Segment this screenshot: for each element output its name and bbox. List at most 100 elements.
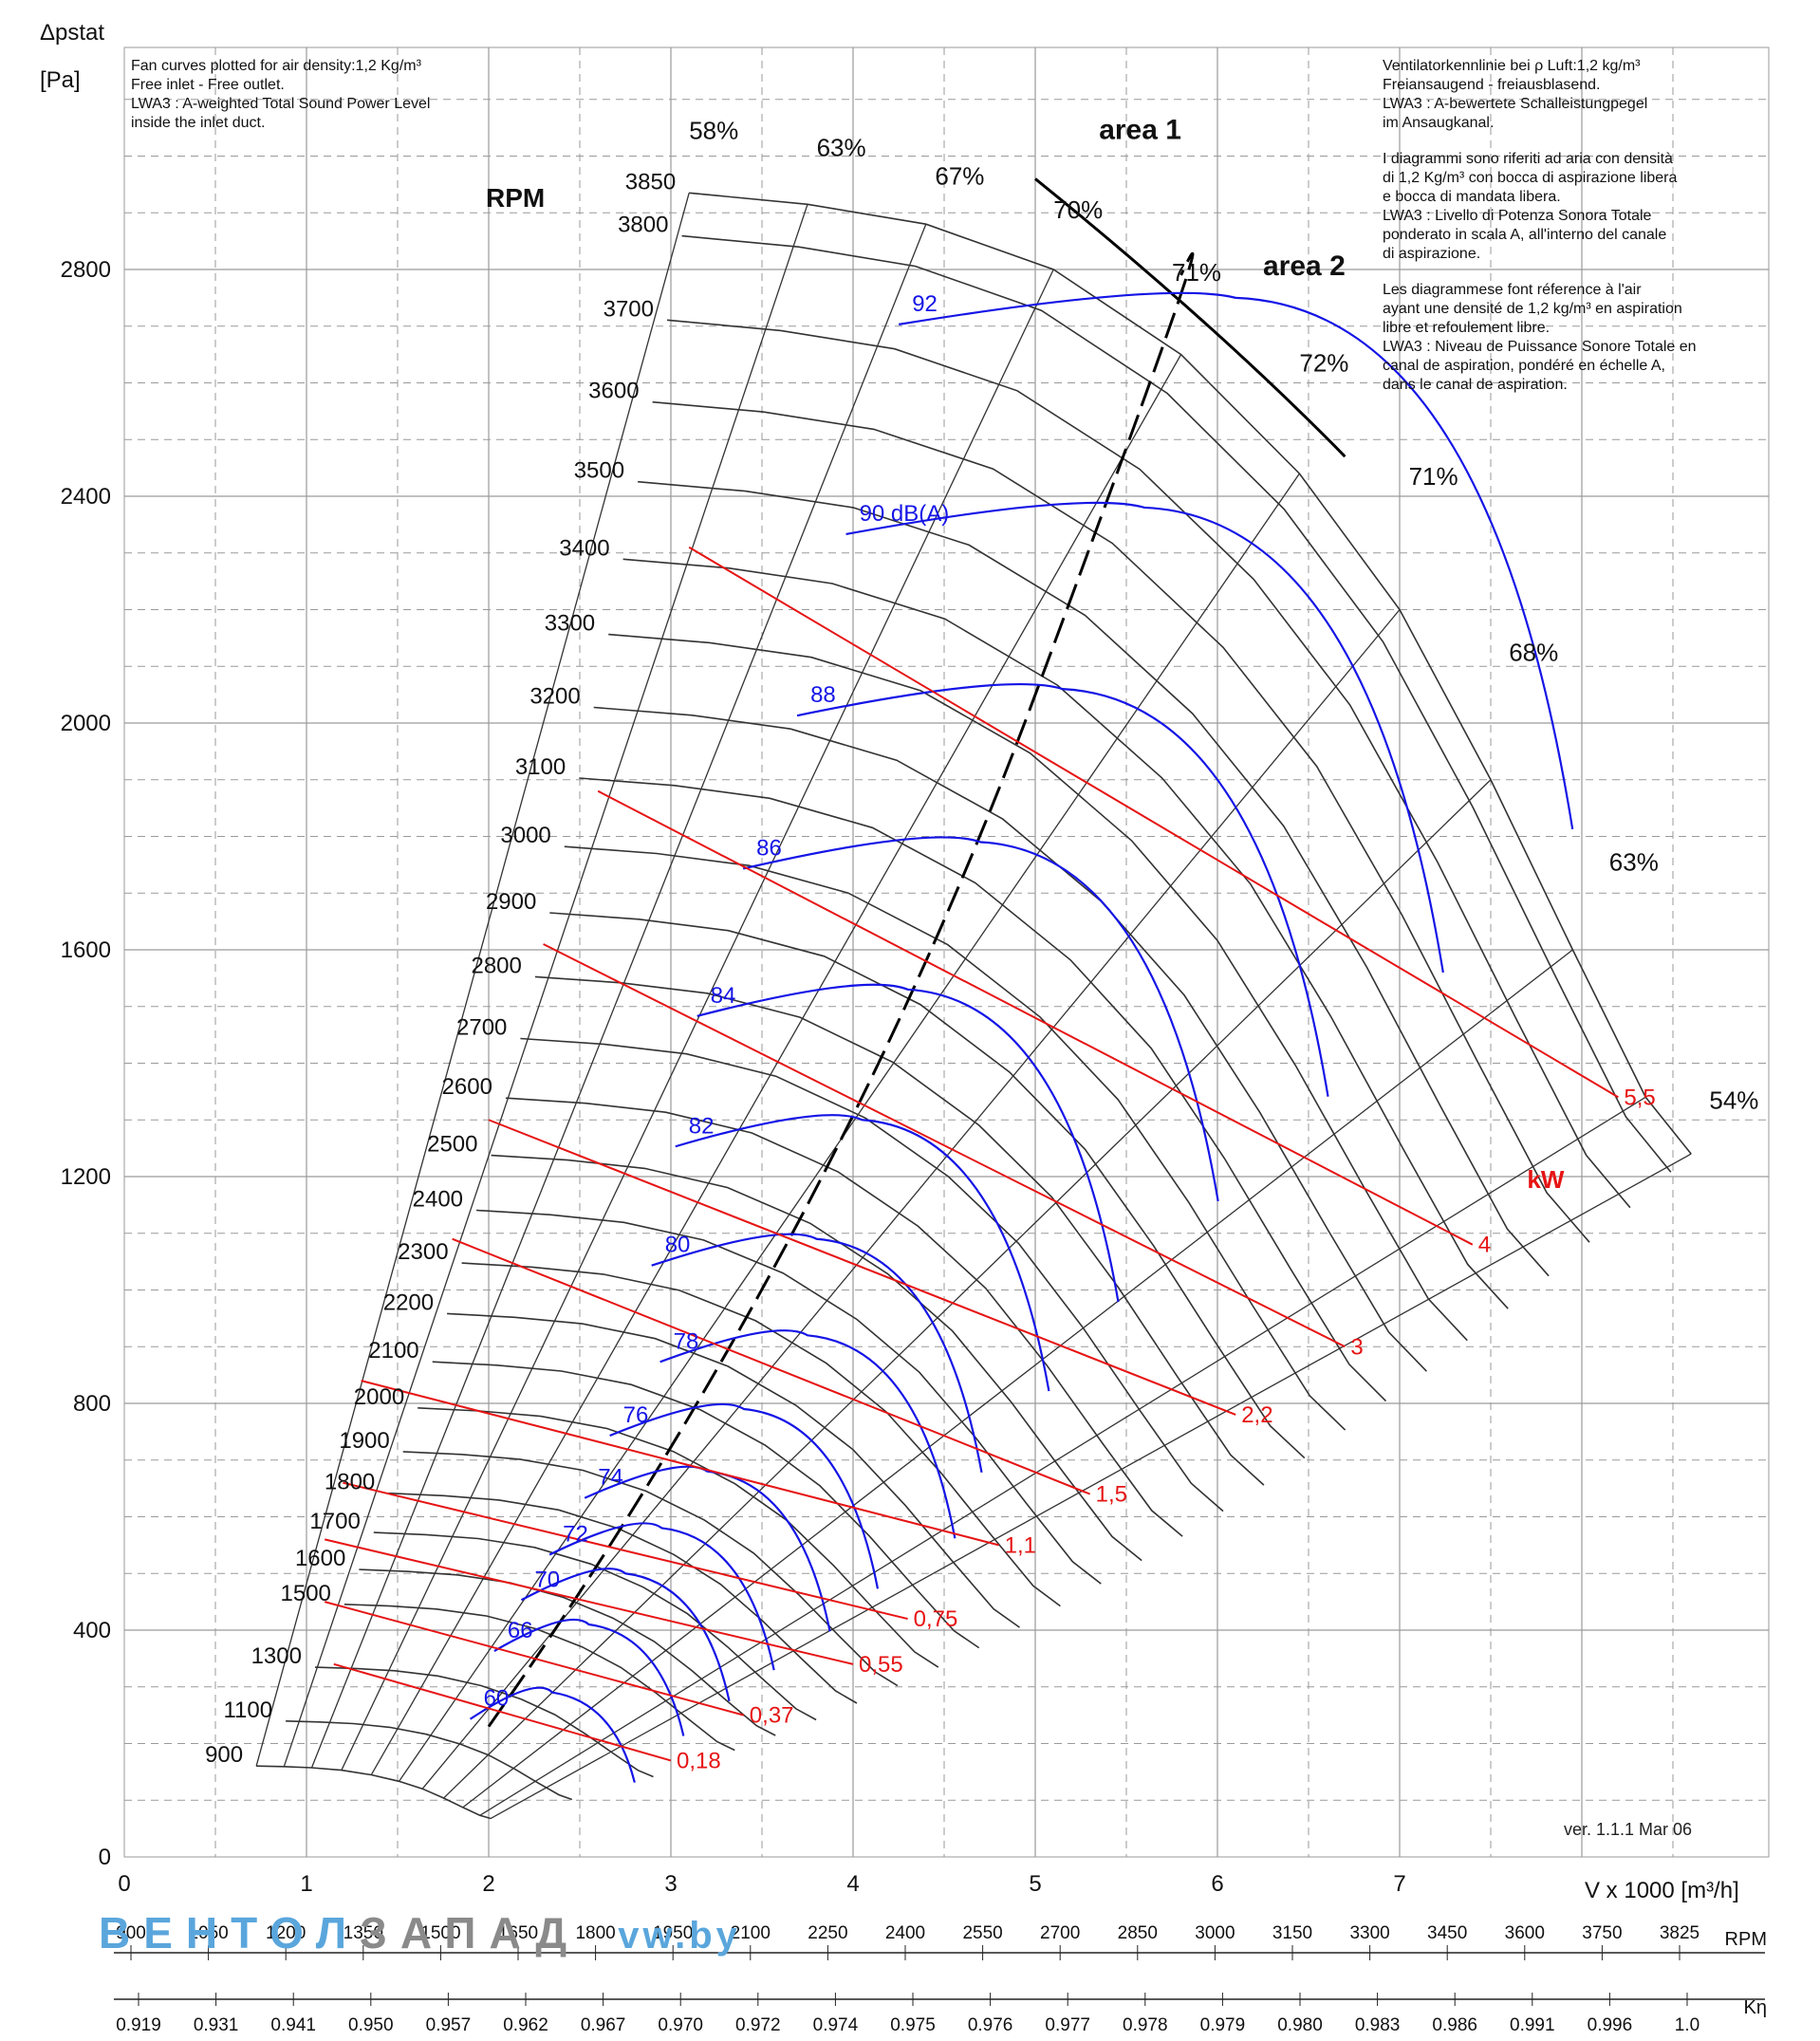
keta-scale-label: 0.919 bbox=[116, 2015, 161, 2035]
efficiency-line bbox=[421, 609, 1401, 1790]
note-line: LWA3 : Niveau de Puissance Sonore Totale… bbox=[1383, 339, 1697, 355]
note-line: libre et refoulement libre. bbox=[1383, 320, 1551, 336]
rpm-scale-label: 2100 bbox=[731, 1923, 771, 1943]
note-line: inside the inlet duct. bbox=[131, 115, 266, 131]
power-line bbox=[488, 1119, 1236, 1416]
rpm-label: 3300 bbox=[545, 611, 595, 637]
efficiency-line bbox=[370, 354, 1182, 1775]
rpm-curve bbox=[579, 777, 1387, 1402]
keta-scale-label: 0.974 bbox=[813, 2015, 859, 2035]
rpm-scale-label: 3750 bbox=[1582, 1923, 1622, 1943]
keta-scale-label: 0.980 bbox=[1277, 2015, 1323, 2035]
rpm-scale-label: 3000 bbox=[1195, 1923, 1235, 1943]
keta-scale-label: 0.977 bbox=[1045, 2015, 1090, 2035]
rpm-scale-title: RPM bbox=[1725, 1929, 1767, 1950]
sound-curve bbox=[742, 836, 1219, 1202]
keta-scale-label: 0.950 bbox=[348, 2015, 394, 2035]
sound-curve bbox=[469, 1686, 636, 1783]
power-label: 1,1 bbox=[1005, 1532, 1036, 1558]
power-label: 3 bbox=[1350, 1334, 1363, 1360]
keta-scale-label: 0.962 bbox=[503, 2015, 548, 2035]
note-line: LWA3 : A-weighted Total Sound Power Leve… bbox=[131, 96, 431, 112]
keta-scale-label: 0.991 bbox=[1510, 2015, 1555, 2035]
rpm-curve bbox=[638, 480, 1550, 1277]
note-line: e bocca di mandata libera. bbox=[1383, 189, 1561, 205]
y-tick-label: 2000 bbox=[61, 711, 111, 736]
note-gap bbox=[1383, 133, 1697, 150]
x-tick-label: 7 bbox=[1393, 1871, 1405, 1897]
sound-curve bbox=[548, 1522, 775, 1671]
power-label: 0,37 bbox=[750, 1703, 794, 1729]
power-line bbox=[452, 1237, 1090, 1495]
rpm-label: 2400 bbox=[413, 1187, 463, 1213]
rpm-scale-label: 3300 bbox=[1349, 1923, 1389, 1943]
rpm-label: 3200 bbox=[529, 683, 580, 709]
rpm-label: 3700 bbox=[604, 296, 654, 322]
keta-scale-label: 0.978 bbox=[1123, 2015, 1168, 2035]
rpm-curve bbox=[520, 1037, 1224, 1512]
keta-scale-label: 0.996 bbox=[1588, 2015, 1633, 2035]
power-line bbox=[361, 1380, 999, 1547]
rpm-title: RPM bbox=[486, 183, 545, 213]
rpm-label: 1700 bbox=[309, 1509, 360, 1534]
rpm-label: 1100 bbox=[223, 1698, 272, 1723]
keta-scale-label: 0.972 bbox=[735, 2015, 781, 2035]
sound-level-label: 60 bbox=[484, 1686, 510, 1712]
y-tick-label: 2800 bbox=[61, 257, 111, 283]
rpm-label: 2600 bbox=[442, 1074, 492, 1100]
efficiency-line bbox=[490, 1153, 1692, 1820]
rpm-label: 2900 bbox=[486, 889, 536, 915]
power-line bbox=[343, 1481, 908, 1621]
sound-level-label: 90 dB(A) bbox=[860, 501, 950, 527]
brand-part-3: vw.by bbox=[618, 1915, 741, 1957]
power-line bbox=[688, 546, 1619, 1099]
rpm-label: 1500 bbox=[281, 1581, 331, 1606]
rpm-curve bbox=[681, 234, 1672, 1173]
x-tick-label: 3 bbox=[664, 1871, 677, 1897]
kw-unit-label: kW bbox=[1527, 1165, 1564, 1194]
sound-curve bbox=[520, 1568, 731, 1702]
rpm-label: 2100 bbox=[368, 1338, 418, 1364]
power-line bbox=[324, 1538, 854, 1665]
sound-level-label: 84 bbox=[711, 983, 736, 1009]
power-line bbox=[597, 789, 1474, 1246]
rpm-label: 2800 bbox=[471, 953, 521, 978]
note-line: Ventilatorkennlinie bei ρ Luft:1,2 kg/m³ bbox=[1383, 58, 1641, 74]
brand-part-1: ВЕНТОЛ bbox=[99, 1908, 360, 1958]
sound-curve bbox=[696, 983, 1120, 1303]
keta-scale-label: 0.931 bbox=[194, 2015, 239, 2035]
brand-part-2: ЗАПАД bbox=[360, 1908, 581, 1958]
note-gap bbox=[1383, 264, 1697, 281]
rpm-label: 1600 bbox=[295, 1546, 345, 1571]
rpm-label: 2300 bbox=[398, 1239, 448, 1265]
x-tick-label: 4 bbox=[846, 1871, 859, 1897]
sound-curves bbox=[469, 291, 1574, 1783]
power-line bbox=[324, 1601, 745, 1716]
y-tick-label: 800 bbox=[73, 1391, 111, 1417]
rpm-label: 3400 bbox=[559, 535, 609, 561]
sound-level-label: 74 bbox=[598, 1465, 623, 1491]
sound-curve bbox=[796, 682, 1329, 1097]
rpm-label: 1300 bbox=[251, 1643, 302, 1669]
area2-boundary-line bbox=[487, 251, 1195, 1728]
rpm-scale-label: 2700 bbox=[1040, 1923, 1080, 1943]
note-line: Fan curves plotted for air density:1,2 K… bbox=[131, 58, 421, 74]
area1-boundary-arc bbox=[1034, 177, 1346, 458]
rpm-label: 3100 bbox=[515, 754, 566, 780]
keta-scale-label: 0.941 bbox=[270, 2015, 316, 2035]
sound-curve bbox=[675, 1114, 1050, 1392]
rpm-curve bbox=[359, 1568, 776, 1736]
efficiency-label: 68% bbox=[1509, 638, 1558, 666]
power-line bbox=[543, 943, 1346, 1348]
version-label: ver. 1.1.1 Mar 06 bbox=[1564, 1820, 1693, 1839]
rpm-curve bbox=[461, 1262, 1061, 1607]
rpm-label: 3800 bbox=[618, 213, 668, 238]
rpm-scale-label: 1500 bbox=[420, 1923, 460, 1943]
sound-level-label: 66 bbox=[508, 1618, 533, 1643]
rpm-curve bbox=[666, 319, 1631, 1209]
efficiency-label: 72% bbox=[1299, 349, 1348, 378]
efficiency-label: 71% bbox=[1172, 258, 1221, 287]
note-line: I diagrammi sono riferiti ad aria con de… bbox=[1383, 151, 1673, 167]
sound-level-label: 78 bbox=[674, 1328, 699, 1354]
power-lines bbox=[324, 546, 1619, 1762]
